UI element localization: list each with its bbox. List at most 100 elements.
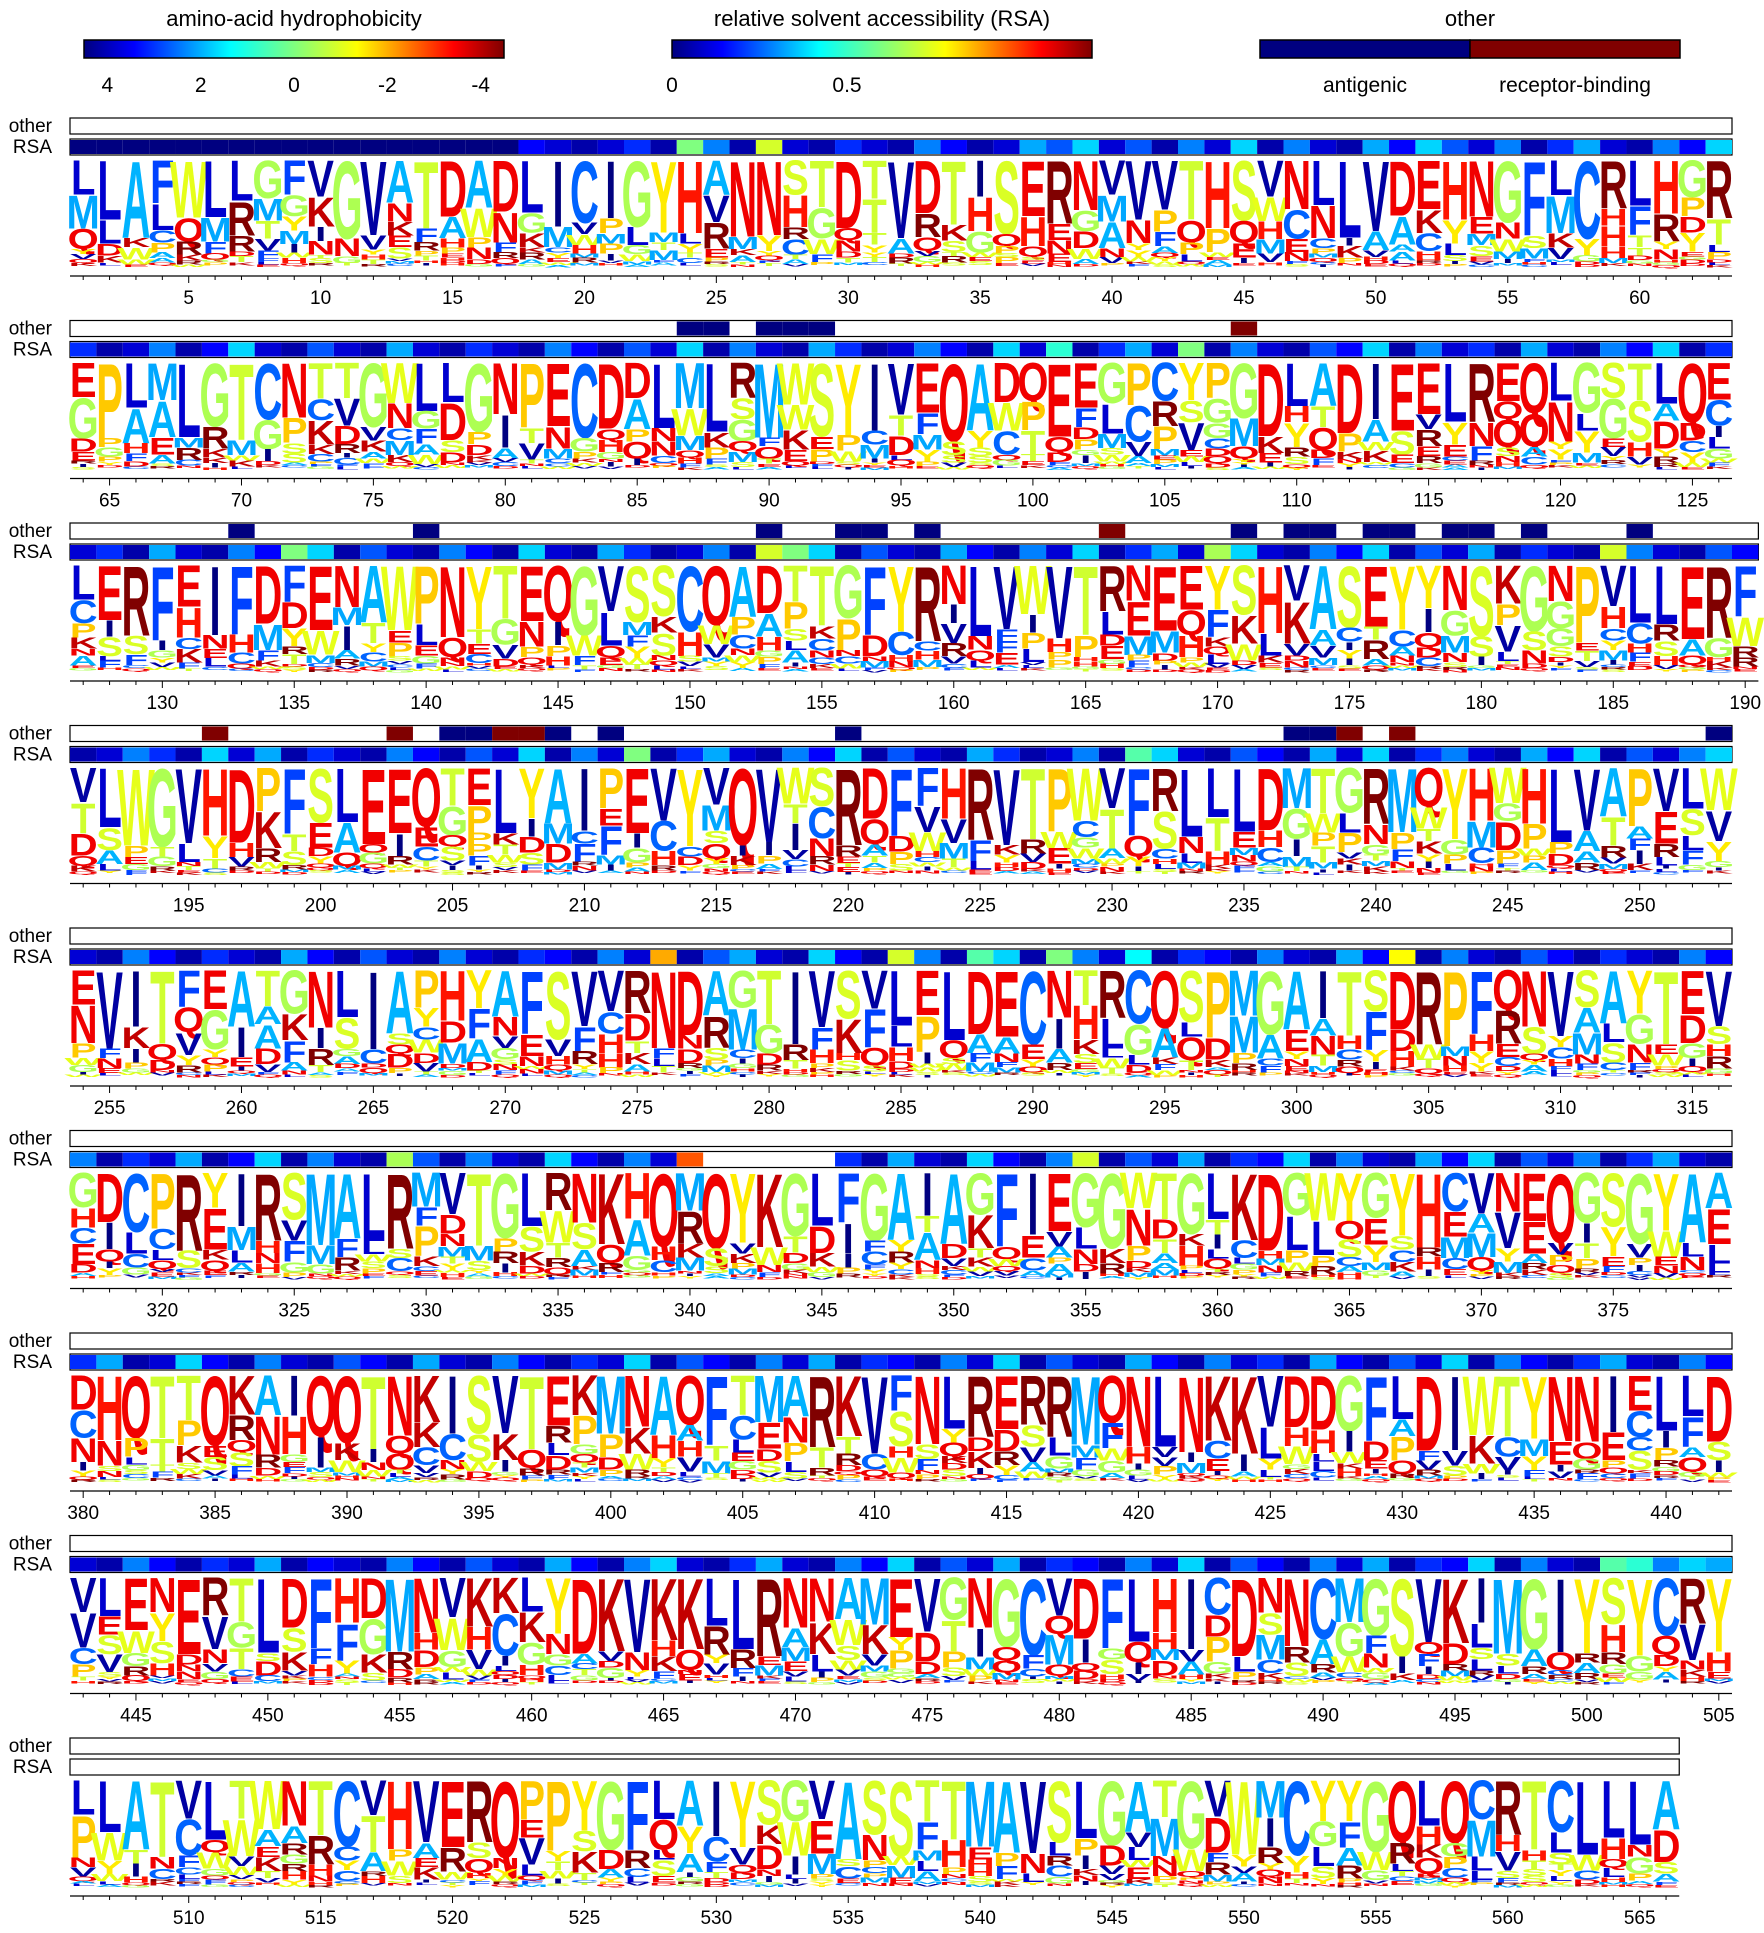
logo-letter: A xyxy=(992,871,1021,875)
rsa-cell xyxy=(439,140,466,154)
logo-letter: P xyxy=(1310,1679,1337,1684)
x-tick-label: 60 xyxy=(1629,288,1650,309)
logo-letter: D xyxy=(913,146,942,230)
logo-letter: A xyxy=(544,264,573,268)
rsa-cell xyxy=(228,140,255,154)
other-cell xyxy=(1626,524,1653,538)
logo-letter: Y xyxy=(360,248,387,256)
other-cell xyxy=(835,726,862,741)
x-tick-label: 85 xyxy=(627,491,648,512)
rsa-cell xyxy=(122,140,150,154)
logo-letter: F xyxy=(414,225,438,246)
logo-letter: Q xyxy=(543,1074,574,1078)
logo-letter: W xyxy=(961,251,999,258)
x-tick-label: 190 xyxy=(1729,693,1761,714)
x-tick-label: 35 xyxy=(970,288,991,309)
logo-letter: L xyxy=(467,1072,491,1076)
logo-letter: G xyxy=(279,190,310,223)
logo-letter: C xyxy=(122,466,151,470)
x-tick-label: 210 xyxy=(569,896,601,917)
x-tick-label: 145 xyxy=(542,693,574,714)
logo-letter: V xyxy=(571,220,599,238)
logo-letter: A xyxy=(649,262,678,267)
x-tick-label: 350 xyxy=(938,1301,970,1322)
logo-letter: L xyxy=(836,668,860,672)
logo-letter: Y xyxy=(1204,871,1231,875)
logo-letter: K xyxy=(148,870,178,874)
logo-letter: V xyxy=(70,253,97,261)
x-tick-label: 390 xyxy=(331,1503,363,1524)
x-tick-label: 400 xyxy=(595,1503,627,1524)
logo-letter: P xyxy=(597,214,624,238)
x-tick-label: 325 xyxy=(278,1301,310,1322)
logo-letter: D xyxy=(1414,263,1443,267)
other-track xyxy=(69,724,1733,743)
logo-letter: P xyxy=(1468,871,1495,875)
logo-letter: Q xyxy=(490,257,521,266)
logo-letter: V xyxy=(677,1479,704,1483)
other-cell xyxy=(1283,524,1310,538)
logo-letter: T xyxy=(1364,1275,1389,1279)
rsa-cell xyxy=(966,140,994,154)
logo-letter: E xyxy=(255,264,282,268)
logo-letter: V xyxy=(360,871,387,875)
logo-letter: R xyxy=(491,251,520,260)
logo-letter: T xyxy=(651,240,676,252)
logo-letter: L xyxy=(810,466,834,470)
logo-letter: L xyxy=(994,667,1018,671)
logo-letter: R xyxy=(359,263,388,267)
logo-letter: E xyxy=(1363,264,1390,268)
logo-letter: I xyxy=(1502,1681,1513,1685)
rsa-cell xyxy=(782,140,809,154)
logo-letter: D xyxy=(1071,264,1100,268)
x-tick-label: 295 xyxy=(1149,1098,1181,1119)
logo-letter: G xyxy=(965,226,996,259)
logo-letter: V xyxy=(1442,1074,1469,1078)
logo-letter: T xyxy=(862,191,886,244)
x-tick-label: 445 xyxy=(120,1706,152,1727)
rsa-cell xyxy=(1046,140,1073,154)
logo-letter: D xyxy=(438,260,467,264)
logo-letter: F xyxy=(942,1680,966,1684)
logo-letter: V xyxy=(386,258,413,262)
x-tick-label: 135 xyxy=(278,693,310,714)
rsa-cell xyxy=(96,140,123,154)
logo-letter: N xyxy=(649,669,678,673)
logo-letter: Y xyxy=(1626,1679,1653,1684)
logo-letter: H xyxy=(570,243,599,256)
logo-letter: E xyxy=(1732,668,1759,672)
rsa-cell xyxy=(1204,140,1231,154)
rsa-cell xyxy=(70,140,97,154)
other-cell xyxy=(1362,524,1390,538)
logo-row: otherRSADCNIYQRHNSNLSQPLGSCGTTTFRTPKSWKC… xyxy=(9,1331,1738,1524)
logo-letter: N xyxy=(834,238,863,255)
rsa-cell xyxy=(1362,140,1390,154)
logo-letter: A xyxy=(781,668,810,672)
rsa-cell xyxy=(1019,140,1047,154)
x-tick-label: 155 xyxy=(806,693,838,714)
logo-letter: W xyxy=(803,234,842,258)
track-label-rsa: RSA xyxy=(13,1757,52,1778)
rsa-cell xyxy=(624,140,651,154)
